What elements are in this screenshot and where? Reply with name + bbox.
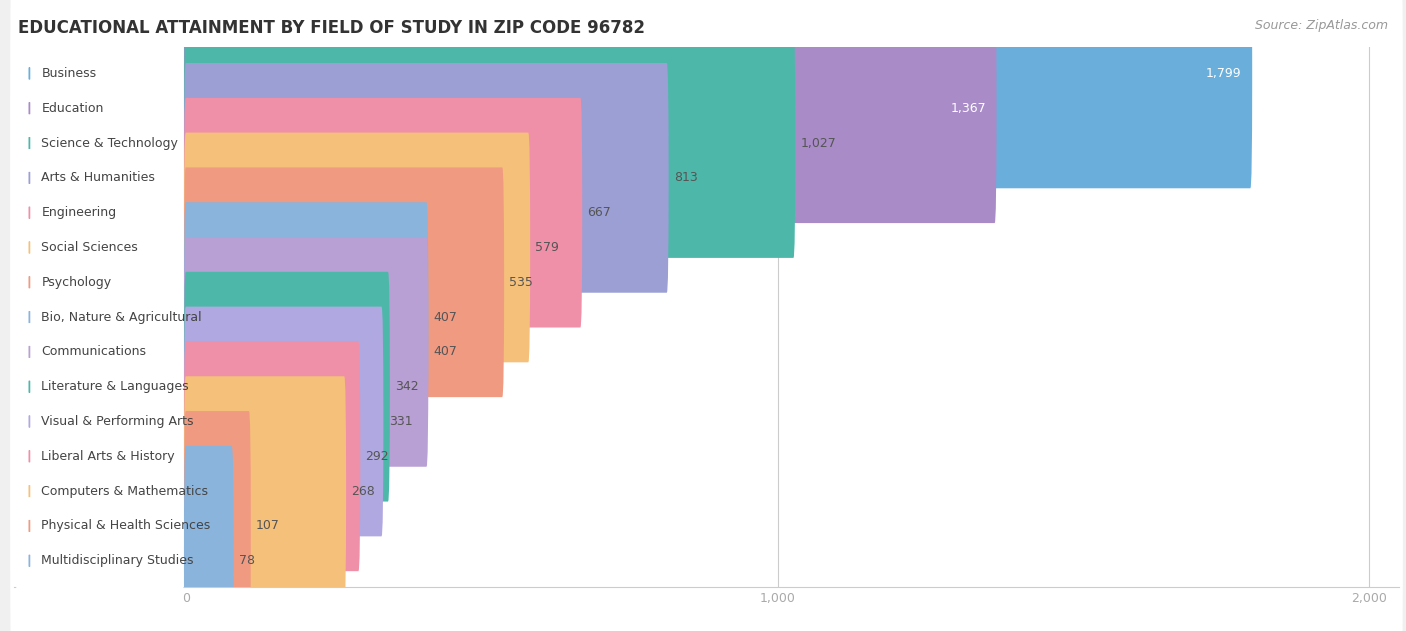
Text: Engineering: Engineering <box>41 206 117 219</box>
FancyBboxPatch shape <box>17 0 183 292</box>
Text: Psychology: Psychology <box>41 276 111 289</box>
FancyBboxPatch shape <box>10 0 1403 295</box>
Text: 78: 78 <box>239 554 254 567</box>
FancyBboxPatch shape <box>184 237 429 467</box>
FancyBboxPatch shape <box>184 272 389 502</box>
Text: 292: 292 <box>366 450 389 463</box>
Text: Education: Education <box>41 102 104 115</box>
FancyBboxPatch shape <box>17 0 183 222</box>
FancyBboxPatch shape <box>184 133 530 362</box>
Text: 342: 342 <box>395 380 419 393</box>
FancyBboxPatch shape <box>10 201 1403 631</box>
FancyBboxPatch shape <box>184 376 346 606</box>
FancyBboxPatch shape <box>17 342 183 631</box>
FancyBboxPatch shape <box>184 167 505 397</box>
FancyBboxPatch shape <box>184 202 429 432</box>
Text: Arts & Humanities: Arts & Humanities <box>41 172 155 184</box>
FancyBboxPatch shape <box>184 411 250 631</box>
Text: 1,799: 1,799 <box>1206 67 1241 80</box>
Text: Source: ZipAtlas.com: Source: ZipAtlas.com <box>1254 19 1388 32</box>
FancyBboxPatch shape <box>10 270 1403 631</box>
FancyBboxPatch shape <box>17 98 183 396</box>
FancyBboxPatch shape <box>10 305 1403 631</box>
FancyBboxPatch shape <box>184 0 997 223</box>
FancyBboxPatch shape <box>17 168 183 466</box>
Text: Literature & Languages: Literature & Languages <box>41 380 188 393</box>
Text: 268: 268 <box>352 485 375 498</box>
Text: 535: 535 <box>509 276 533 289</box>
Text: 1,027: 1,027 <box>800 136 837 150</box>
FancyBboxPatch shape <box>17 0 183 257</box>
Text: Social Sciences: Social Sciences <box>41 241 138 254</box>
Text: 107: 107 <box>256 519 280 533</box>
FancyBboxPatch shape <box>184 307 384 536</box>
Text: Physical & Health Sciences: Physical & Health Sciences <box>41 519 211 533</box>
Text: 667: 667 <box>588 206 612 219</box>
Text: Business: Business <box>41 67 97 80</box>
FancyBboxPatch shape <box>17 29 183 327</box>
FancyBboxPatch shape <box>184 0 1253 188</box>
FancyBboxPatch shape <box>10 166 1403 608</box>
Text: 1,367: 1,367 <box>950 102 986 115</box>
FancyBboxPatch shape <box>17 307 183 605</box>
FancyBboxPatch shape <box>10 235 1403 631</box>
FancyBboxPatch shape <box>17 377 183 631</box>
Text: Multidisciplinary Studies: Multidisciplinary Studies <box>41 554 194 567</box>
Text: 407: 407 <box>433 310 457 324</box>
Text: 331: 331 <box>388 415 412 428</box>
FancyBboxPatch shape <box>10 0 1403 433</box>
FancyBboxPatch shape <box>10 339 1403 631</box>
Text: Science & Technology: Science & Technology <box>41 136 179 150</box>
Text: 579: 579 <box>536 241 560 254</box>
Text: Bio, Nature & Agricultural: Bio, Nature & Agricultural <box>41 310 202 324</box>
FancyBboxPatch shape <box>17 133 183 431</box>
FancyBboxPatch shape <box>184 341 360 571</box>
FancyBboxPatch shape <box>10 96 1403 538</box>
Text: 407: 407 <box>433 345 457 358</box>
FancyBboxPatch shape <box>10 61 1403 504</box>
Text: Computers & Mathematics: Computers & Mathematics <box>41 485 208 498</box>
FancyBboxPatch shape <box>17 273 183 570</box>
FancyBboxPatch shape <box>184 98 582 327</box>
FancyBboxPatch shape <box>10 0 1403 364</box>
FancyBboxPatch shape <box>184 28 796 258</box>
Text: 813: 813 <box>673 172 697 184</box>
Text: Communications: Communications <box>41 345 146 358</box>
FancyBboxPatch shape <box>10 0 1403 399</box>
FancyBboxPatch shape <box>17 412 183 631</box>
FancyBboxPatch shape <box>10 27 1403 468</box>
FancyBboxPatch shape <box>17 64 183 362</box>
Text: Liberal Arts & History: Liberal Arts & History <box>41 450 174 463</box>
FancyBboxPatch shape <box>10 0 1403 329</box>
FancyBboxPatch shape <box>10 131 1403 573</box>
FancyBboxPatch shape <box>17 203 183 501</box>
FancyBboxPatch shape <box>184 446 233 631</box>
FancyBboxPatch shape <box>17 238 183 536</box>
FancyBboxPatch shape <box>184 63 669 293</box>
Text: Visual & Performing Arts: Visual & Performing Arts <box>41 415 194 428</box>
Text: EDUCATIONAL ATTAINMENT BY FIELD OF STUDY IN ZIP CODE 96782: EDUCATIONAL ATTAINMENT BY FIELD OF STUDY… <box>18 19 645 37</box>
